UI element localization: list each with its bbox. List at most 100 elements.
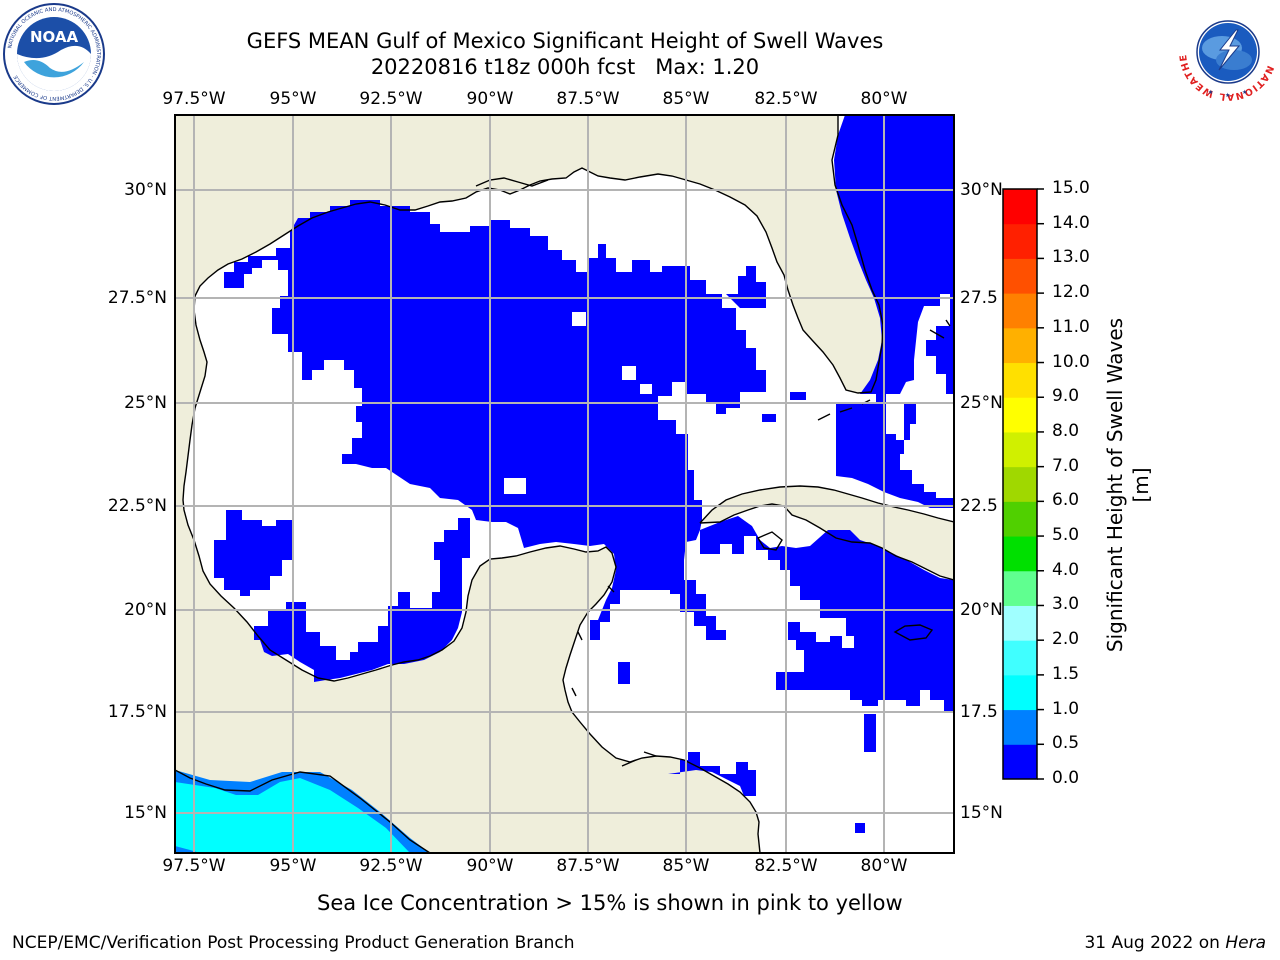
swell-pixel-small-2	[762, 414, 776, 422]
coastlines	[175, 115, 954, 853]
lat-label-right-22.5: 22.5	[960, 496, 998, 516]
colorbar-segment-0	[1003, 744, 1037, 780]
chart-subtitle: 20220816 t18z 000h fcst Max: 1.20	[370, 55, 760, 79]
hole-3	[622, 366, 636, 380]
colorbar-tick-label: 10.0	[1052, 351, 1090, 372]
sea-ice-note: Sea Ice Concentration > 15% is shown in …	[317, 891, 903, 915]
graticule	[175, 115, 954, 853]
lon-label-top-92.5w: 92.5°W	[359, 89, 423, 109]
colorbar-tick-label: 4.0	[1052, 559, 1080, 580]
colorbar-segment-13	[1003, 293, 1037, 329]
lon-label-bottom-92.5w: 92.5°W	[359, 856, 423, 876]
land-cuba	[700, 486, 954, 580]
colorbar-tick-label: 0.0	[1052, 768, 1080, 788]
footer-date-text: 31 Aug 2022 on	[1084, 933, 1226, 953]
lat-label-left-15n: 15°N	[124, 803, 167, 823]
lat-label-left-25n: 25°N	[124, 393, 167, 413]
lat-label-left-17.5n: 17.5°N	[107, 702, 167, 722]
swell-pixel-small-5	[855, 823, 865, 833]
colorbar-tick-label: 15.0	[1052, 178, 1090, 198]
lon-label-bottom-82.5w: 82.5°W	[754, 856, 818, 876]
lat-label-left-30n: 30°N	[124, 180, 167, 200]
swell-region-caribbean	[700, 516, 954, 712]
colorbar-tick-label: 7.0	[1052, 455, 1080, 476]
colorbar-segment-4	[1003, 605, 1037, 641]
swell-region-florida-straits	[836, 404, 954, 508]
colorbar-label: Significant Height of Swell Waves [m]	[1103, 317, 1153, 653]
colorbar-segment-3	[1003, 640, 1037, 676]
lon-label-bottom-95w: 95°W	[269, 856, 317, 876]
lat-label-left-27.5n: 27.5°N	[107, 288, 167, 308]
lat-label-right-27.5: 27.5	[960, 288, 998, 308]
lon-label-bottom-97.5w: 97.5°W	[162, 856, 226, 876]
lon-label-bottom-87.5w: 87.5°W	[556, 856, 620, 876]
svg-text:★: ★	[1208, 89, 1213, 96]
lat-label-right-20n: 20°N	[960, 600, 1003, 620]
colorbar-segment-1	[1003, 709, 1037, 745]
no-data-holes	[504, 312, 652, 494]
colorbar-segment-12	[1003, 327, 1037, 364]
colorbar-segment-11	[1003, 362, 1037, 398]
lon-label-bottom-80w: 80°W	[860, 856, 908, 876]
hole-4	[640, 384, 652, 394]
lon-label-top-87.5w: 87.5°W	[556, 89, 620, 109]
colorbar-tick-label: 0.5	[1052, 733, 1080, 754]
colorbar-tick-label: 5.0	[1052, 525, 1080, 546]
colorbar-tick-label: 13.0	[1052, 247, 1090, 268]
colorbar-segment-7	[1003, 501, 1037, 537]
colorbar-segment-5	[1003, 570, 1037, 606]
colorbar-frame	[1002, 188, 1038, 780]
colorbar-tick-label: 8.0	[1052, 420, 1080, 441]
swell-pixel-small-1	[618, 662, 630, 684]
swell-region-bay-of-campeche-west	[214, 510, 292, 596]
colorbar-tick-label: 2.0	[1052, 629, 1080, 650]
lon-label-top-97.5w: 97.5°W	[162, 89, 226, 109]
lon-label-top-80w: 80°W	[860, 89, 908, 109]
colorbar-segment-15	[1003, 223, 1037, 259]
lat-label-right-17.5: 17.5	[960, 702, 998, 722]
colorbar-tick-label: 1.5	[1052, 663, 1080, 684]
swell-region-northern-gulf	[224, 200, 766, 640]
chart-title: GEFS MEAN Gulf of Mexico Significant Hei…	[246, 29, 884, 53]
colorbar-segment-6	[1003, 536, 1037, 572]
lon-label-bottom-85w: 85°W	[662, 856, 710, 876]
lat-label-left-22.5n: 22.5°N	[107, 496, 167, 516]
hole-2	[572, 312, 586, 326]
colorbar-segment-2	[1003, 674, 1037, 711]
colorbar-segment-10	[1003, 397, 1037, 433]
swell-region-atlantic	[834, 115, 954, 404]
lat-label-right-30n: 30°N	[960, 180, 1003, 200]
nws-logo: NATIONAL WEATHER SERVICE ★ ★ ★	[1176, 2, 1276, 102]
colorbar-tick-label: 9.0	[1052, 386, 1080, 407]
noaa-logo: NATIONAL OCEANIC AND ATMOSPHERIC ADMINIS…	[3, 3, 105, 105]
svg-text:★: ★	[1242, 89, 1247, 96]
hole-1	[504, 478, 526, 494]
lon-label-top-82.5w: 82.5°W	[754, 89, 818, 109]
colorbar-segment-9	[1003, 431, 1037, 468]
lon-label-top-90w: 90°W	[466, 89, 514, 109]
land-united-states	[175, 115, 883, 500]
lat-label-left-20n: 20°N	[124, 600, 167, 620]
colorbar-segment-16	[1003, 189, 1037, 225]
colorbar-tick-label: 3.0	[1052, 594, 1080, 615]
colorbar-tick-label: 11.0	[1052, 316, 1090, 337]
swell-region-bay-of-campeche-south	[254, 518, 470, 682]
colorbar-tick-label: 6.0	[1052, 490, 1080, 511]
noaa-logo-text: NOAA	[30, 28, 79, 46]
lon-label-top-85w: 85°W	[662, 89, 710, 109]
footer-credit: NCEP/EMC/Verification Post Processing Pr…	[12, 933, 575, 953]
swell-pixel-small-4	[864, 714, 876, 752]
map-frame	[174, 114, 955, 854]
footer-date: 31 Aug 2022 on Hera	[1084, 933, 1266, 953]
colorbar-tick-label: 12.0	[1052, 282, 1090, 303]
lon-label-top-95w: 95°W	[269, 89, 317, 109]
colorbar-segment-14	[1003, 258, 1037, 294]
colorbar-tick-label: 14.0	[1052, 212, 1090, 233]
colorbar-tick-label: 1.0	[1052, 698, 1080, 719]
swell-pixel-small-3	[790, 392, 806, 400]
land-mexico-central-america	[175, 500, 760, 853]
lon-label-bottom-90w: 90°W	[466, 856, 514, 876]
lat-label-right-15n: 15°N	[960, 803, 1003, 823]
